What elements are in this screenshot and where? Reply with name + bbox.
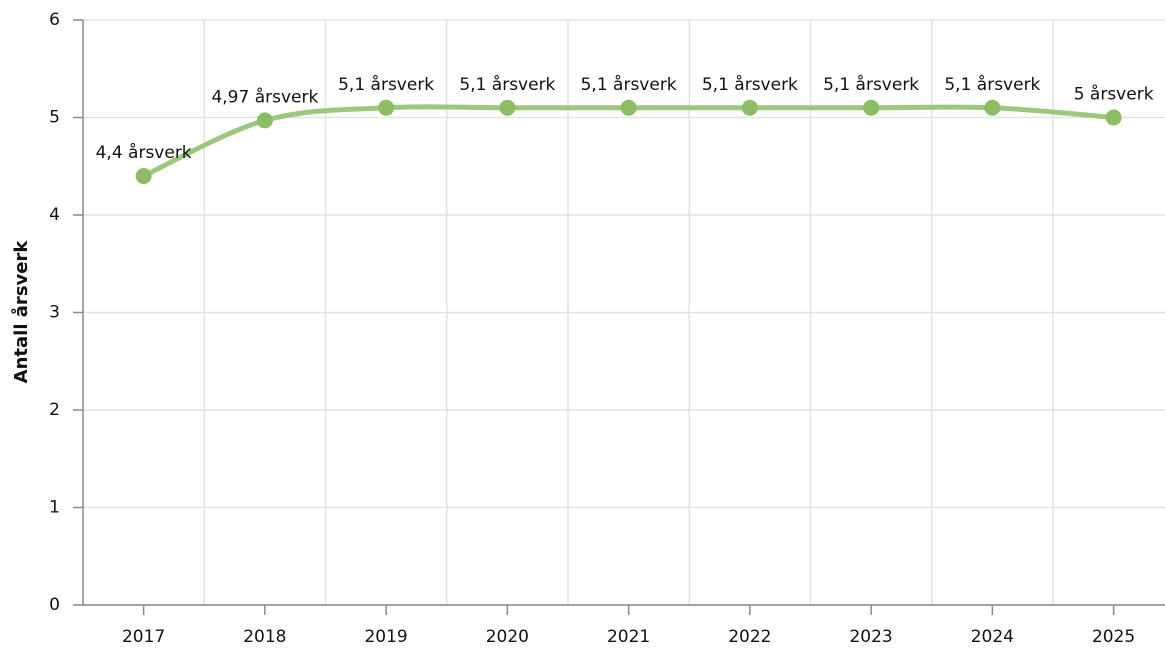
point [620, 99, 637, 116]
x-tick-label: 2017 [122, 627, 165, 647]
y-axis-label: Antall årsverk [10, 240, 32, 384]
point [499, 99, 516, 116]
data-label: 4,4 årsverk [96, 142, 192, 163]
point [863, 99, 880, 116]
point [1105, 109, 1122, 126]
y-tick-label: 4 [49, 205, 60, 225]
point [741, 99, 758, 116]
y-tick-label: 6 [49, 10, 60, 30]
y-tick-label: 3 [49, 303, 60, 323]
point [378, 99, 395, 116]
x-tick-label: 2024 [971, 627, 1014, 647]
data-label: 5,1 årsverk [823, 74, 919, 95]
data-label: 5,1 årsverk [581, 74, 677, 95]
x-tick-label: 2025 [1092, 627, 1135, 647]
data-label: 5,1 årsverk [459, 74, 555, 95]
y-tick-label: 1 [49, 498, 60, 518]
x-tick-label: 2022 [728, 627, 771, 647]
data-label: 5,1 årsverk [944, 74, 1040, 95]
point [984, 99, 1001, 116]
x-tick-label: 2020 [486, 627, 529, 647]
x-tick-label: 2018 [243, 627, 286, 647]
point [256, 112, 273, 129]
data-label: 4,97 årsverk [211, 86, 318, 107]
y-tick-label: 2 [49, 400, 60, 420]
point [135, 168, 152, 184]
data-label: 5,1 årsverk [702, 74, 798, 95]
y-tick-label: 5 [49, 108, 60, 128]
x-tick-label: 2023 [849, 627, 892, 647]
y-tick-label: 0 [49, 595, 60, 615]
data-label: 5 årsverk [1074, 84, 1154, 105]
x-tick-label: 2021 [607, 627, 650, 647]
x-tick-label: 2019 [364, 627, 407, 647]
data-label: 5,1 årsverk [338, 74, 434, 95]
